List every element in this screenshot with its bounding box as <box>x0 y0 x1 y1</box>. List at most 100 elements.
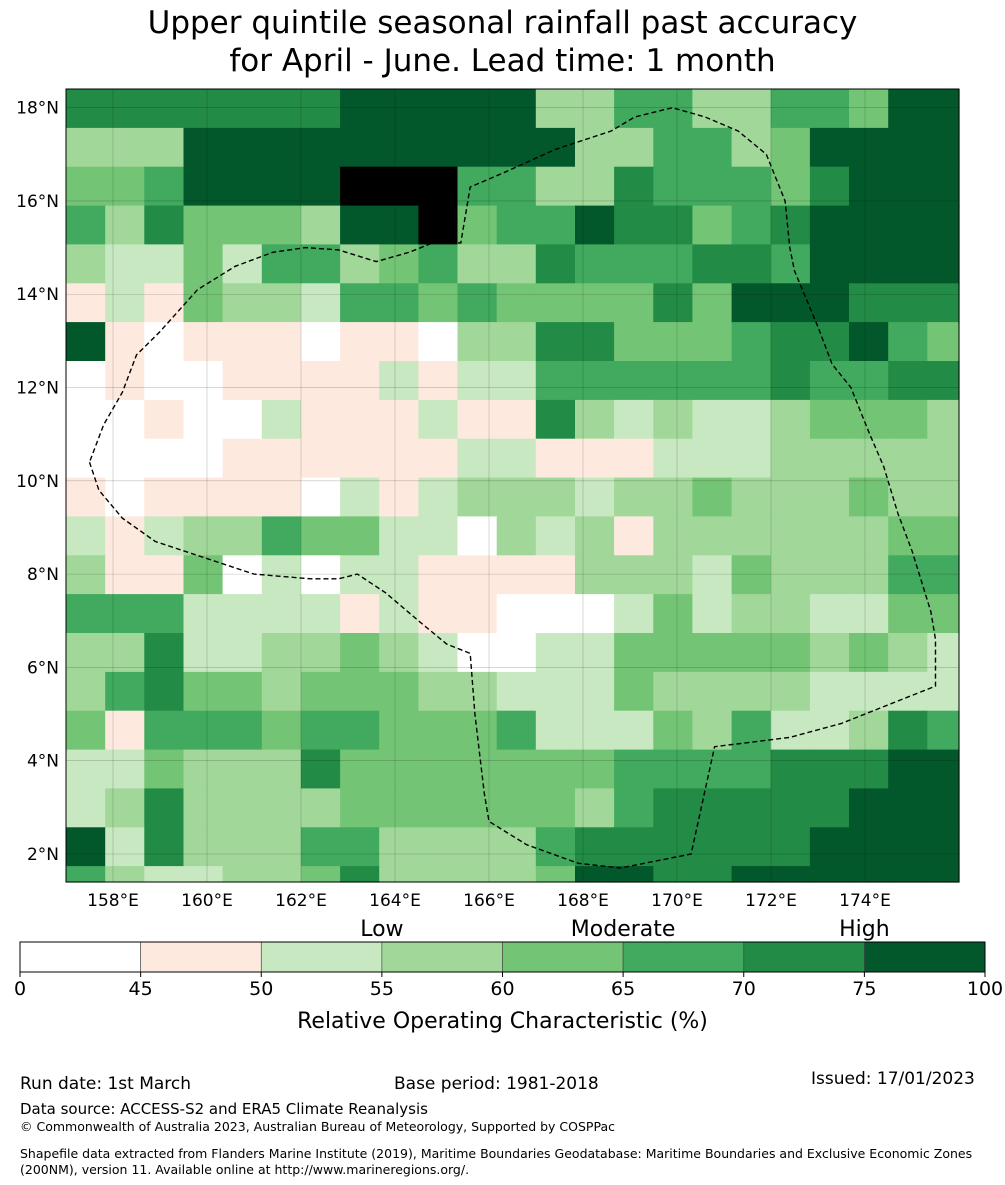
grid-cell <box>575 361 615 401</box>
grid-cell <box>614 399 654 440</box>
grid-cell <box>731 127 772 168</box>
grid-cell <box>340 89 380 129</box>
grid-cell <box>183 710 224 751</box>
grid-cell <box>496 399 537 440</box>
grid-cell <box>927 788 960 828</box>
grid-cell <box>692 361 733 401</box>
grid-cell <box>809 127 850 168</box>
grid-cell <box>927 594 960 634</box>
grid-cell <box>496 749 537 790</box>
grid-cell <box>183 399 224 440</box>
grid-cell <box>300 205 341 246</box>
grid-cell <box>300 244 341 284</box>
grid-cell <box>105 710 145 751</box>
grid-cell <box>653 710 694 751</box>
grid-cell <box>144 866 185 883</box>
colorbar-category-label: High <box>839 917 890 942</box>
grid-cell <box>261 671 302 712</box>
grid-cell <box>731 827 772 867</box>
colorbar-tick-label: 50 <box>249 978 273 1000</box>
grid-cell <box>496 205 537 246</box>
grid-cell <box>575 322 615 362</box>
grid-cell <box>379 788 419 828</box>
colorbar-swatch <box>864 941 986 973</box>
grid-cell <box>418 166 459 207</box>
grid-cell <box>379 516 419 556</box>
grid-cell <box>927 516 960 556</box>
grid-cell <box>535 399 576 440</box>
grid-cell <box>614 477 654 518</box>
grid-cell <box>144 477 185 518</box>
grid-cell <box>888 594 928 634</box>
grid-cell <box>614 671 654 712</box>
grid-cell <box>888 127 928 168</box>
colorbar: 0 45 50 55 60 65 70 75 100 Low Moderate High Relativ… <box>14 917 1003 1034</box>
grid-cell <box>496 361 537 401</box>
map-frame <box>65 88 960 883</box>
grid-cell <box>261 361 302 401</box>
grid-cell <box>418 749 459 790</box>
lon-tick-label: 174°E <box>839 891 891 911</box>
grid-cell <box>144 399 185 440</box>
grid-cell <box>340 516 380 556</box>
colorbar-tick-label: 75 <box>852 978 876 1000</box>
grid-cell <box>575 477 615 518</box>
grid-cell <box>653 749 694 790</box>
grid-cell <box>261 438 302 479</box>
longitude-labels: 158°E 160°E 162°E 164°E 166°E 168°E 170°E 172°E… <box>87 891 891 911</box>
grid-cell <box>66 166 106 207</box>
grid-cell <box>496 788 537 828</box>
grid-cell <box>340 127 380 168</box>
lat-tick-label: 4°N <box>27 752 59 772</box>
grid-cell <box>535 555 576 595</box>
grid-cell <box>66 244 106 284</box>
grid-cell <box>340 866 380 883</box>
grid-cell <box>222 827 263 867</box>
grid-cell <box>575 399 615 440</box>
grid-cell <box>888 827 928 867</box>
grid-cell <box>457 633 498 673</box>
grid-cell <box>105 361 145 401</box>
grid-cell <box>653 477 694 518</box>
grid-cell <box>379 866 419 883</box>
grid-cell <box>340 671 380 712</box>
lat-tick-label: 12°N <box>16 379 59 399</box>
grid-cell <box>535 205 576 246</box>
grid-cell <box>105 322 145 362</box>
grid-cell <box>66 322 106 362</box>
grid-cell <box>418 322 459 362</box>
grid-cell <box>300 594 341 634</box>
grid-cell <box>300 322 341 362</box>
grid-cell <box>340 749 380 790</box>
grid-cell <box>888 361 928 401</box>
grid-cell <box>66 477 106 518</box>
lat-tick-label: 14°N <box>16 285 59 305</box>
grid-cell <box>535 633 576 673</box>
grid-cell <box>614 89 654 129</box>
grid-cell <box>535 516 576 556</box>
grid-cell <box>809 89 850 129</box>
grid-cell <box>222 477 263 518</box>
grid-cell <box>849 438 889 479</box>
grid-cell <box>692 244 733 284</box>
grid-cell <box>653 788 694 828</box>
grid-cell <box>535 322 576 362</box>
grid-cell <box>144 749 185 790</box>
grid-cell <box>888 283 928 323</box>
grid-cell <box>653 283 694 323</box>
grid-cell <box>379 89 419 129</box>
grid-cell <box>692 594 733 634</box>
grid-cell <box>379 555 419 595</box>
grid-cell <box>222 516 263 556</box>
grid-cell <box>535 866 576 883</box>
grid-cell <box>731 89 772 129</box>
grid-cell <box>927 205 960 246</box>
lat-tick-label: 6°N <box>27 658 59 678</box>
grid-cell <box>144 205 185 246</box>
grid-cell <box>692 827 733 867</box>
grid-cell <box>144 322 185 362</box>
colorbar-tick-label: 70 <box>732 978 756 1000</box>
grid-cell <box>144 827 185 867</box>
grid-cell <box>770 710 811 751</box>
grid-cell <box>535 89 576 129</box>
